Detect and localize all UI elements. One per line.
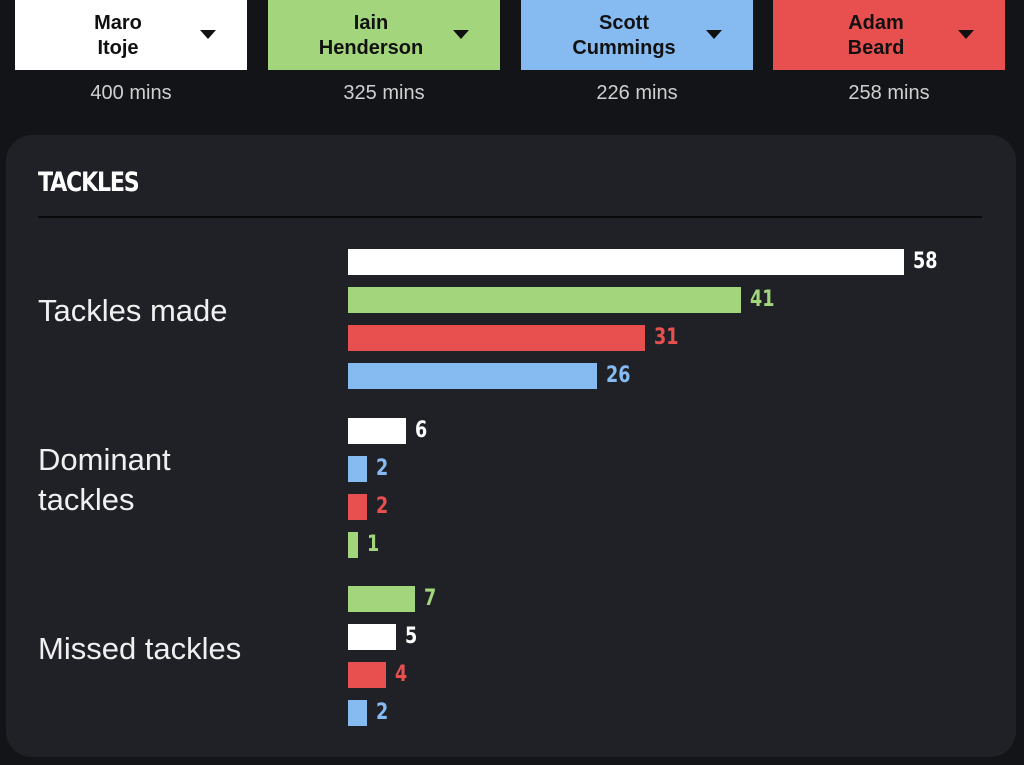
bar-iain-henderson	[348, 586, 415, 612]
bar-scott-cummings	[348, 363, 597, 389]
bar-value-label: 1	[367, 532, 380, 557]
caret-down-icon[interactable]	[453, 30, 469, 39]
player-minutes: 325 mins	[343, 82, 425, 104]
bar-value-label: 6	[415, 418, 428, 443]
player-select-itoje[interactable]: Maro Itoje	[15, 0, 247, 70]
bar-scott-cummings	[348, 456, 367, 482]
bar-value-label: 2	[376, 700, 389, 725]
player-name: Scott Cummings	[572, 12, 676, 59]
player-minutes: 258 mins	[848, 82, 930, 104]
caret-down-icon[interactable]	[958, 30, 974, 39]
caret-down-icon[interactable]	[200, 30, 216, 39]
bar-value-label: 31	[654, 325, 679, 350]
player-minutes: 400 mins	[90, 82, 172, 104]
section-title: TACKLES	[38, 167, 140, 198]
player-select-beard[interactable]: Adam Beard	[773, 0, 1005, 70]
bar-value-label: 26	[606, 363, 631, 388]
bar-maro-itoje	[348, 418, 406, 444]
bar-adam-beard	[348, 325, 645, 351]
player-name: Iain Henderson	[318, 12, 424, 59]
stat-label: Dominant tackles	[38, 442, 171, 517]
player-name: Adam Beard	[847, 12, 905, 59]
bar-value-label: 41	[750, 287, 775, 312]
stat-label: Missed tackles	[38, 631, 242, 666]
player-selector-bar: Maro Itoje 400 mins Iain Henderson 325 mins…	[0, 0, 1024, 130]
bar-adam-beard	[348, 662, 386, 688]
bar-value-label: 2	[376, 494, 389, 519]
bar-value-label: 5	[405, 624, 418, 649]
bar-adam-beard	[348, 494, 367, 520]
tackles-card: TACKLES Tackles made 58 41 31 26 Dominant tac…	[6, 135, 1016, 757]
bar-maro-itoje	[348, 624, 396, 650]
bar-scott-cummings	[348, 700, 367, 726]
bar-maro-itoje	[348, 249, 904, 275]
player-select-henderson[interactable]: Iain Henderson	[268, 0, 500, 70]
bar-value-label: 58	[913, 249, 938, 274]
player-minutes: 226 mins	[596, 82, 678, 104]
section-divider	[38, 216, 982, 218]
bar-value-label: 4	[395, 662, 408, 687]
caret-down-icon[interactable]	[706, 30, 722, 39]
bar-iain-henderson	[348, 287, 741, 313]
bar-value-label: 7	[424, 586, 437, 611]
player-name: Maro Itoje	[94, 12, 142, 59]
player-select-cummings[interactable]: Scott Cummings	[521, 0, 753, 70]
stat-label: Tackles made	[38, 293, 228, 328]
bar-iain-henderson	[348, 532, 358, 558]
bar-value-label: 2	[376, 456, 389, 481]
